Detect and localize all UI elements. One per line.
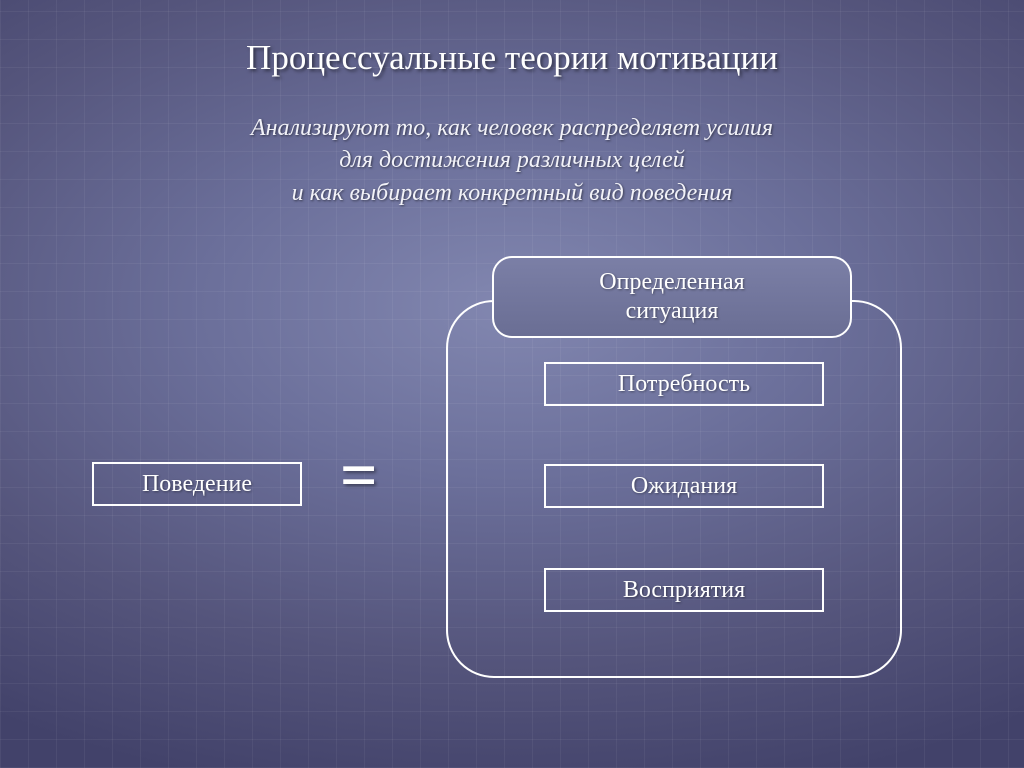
situation-header-line-1: Определенная bbox=[599, 269, 744, 295]
subtitle-line-2: для достижения различных целей bbox=[0, 144, 1024, 176]
subtitle-line-3: и как выбирает конкретный вид поведения bbox=[0, 177, 1024, 209]
situation-header: Определенная ситуация bbox=[492, 256, 852, 338]
need-box: Потребность bbox=[544, 362, 824, 406]
situation-header-line-2: ситуация bbox=[626, 298, 719, 324]
behavior-box: Поведение bbox=[92, 462, 302, 506]
slide-subtitle: Анализируют то, как человек распределяет… bbox=[0, 112, 1024, 209]
equals-operator: = bbox=[340, 438, 378, 514]
expectation-box: Ожидания bbox=[544, 464, 824, 508]
perception-box: Восприятия bbox=[544, 568, 824, 612]
slide-title: Процессуальные теории мотивации bbox=[0, 38, 1024, 78]
subtitle-line-1: Анализируют то, как человек распределяет… bbox=[0, 112, 1024, 144]
